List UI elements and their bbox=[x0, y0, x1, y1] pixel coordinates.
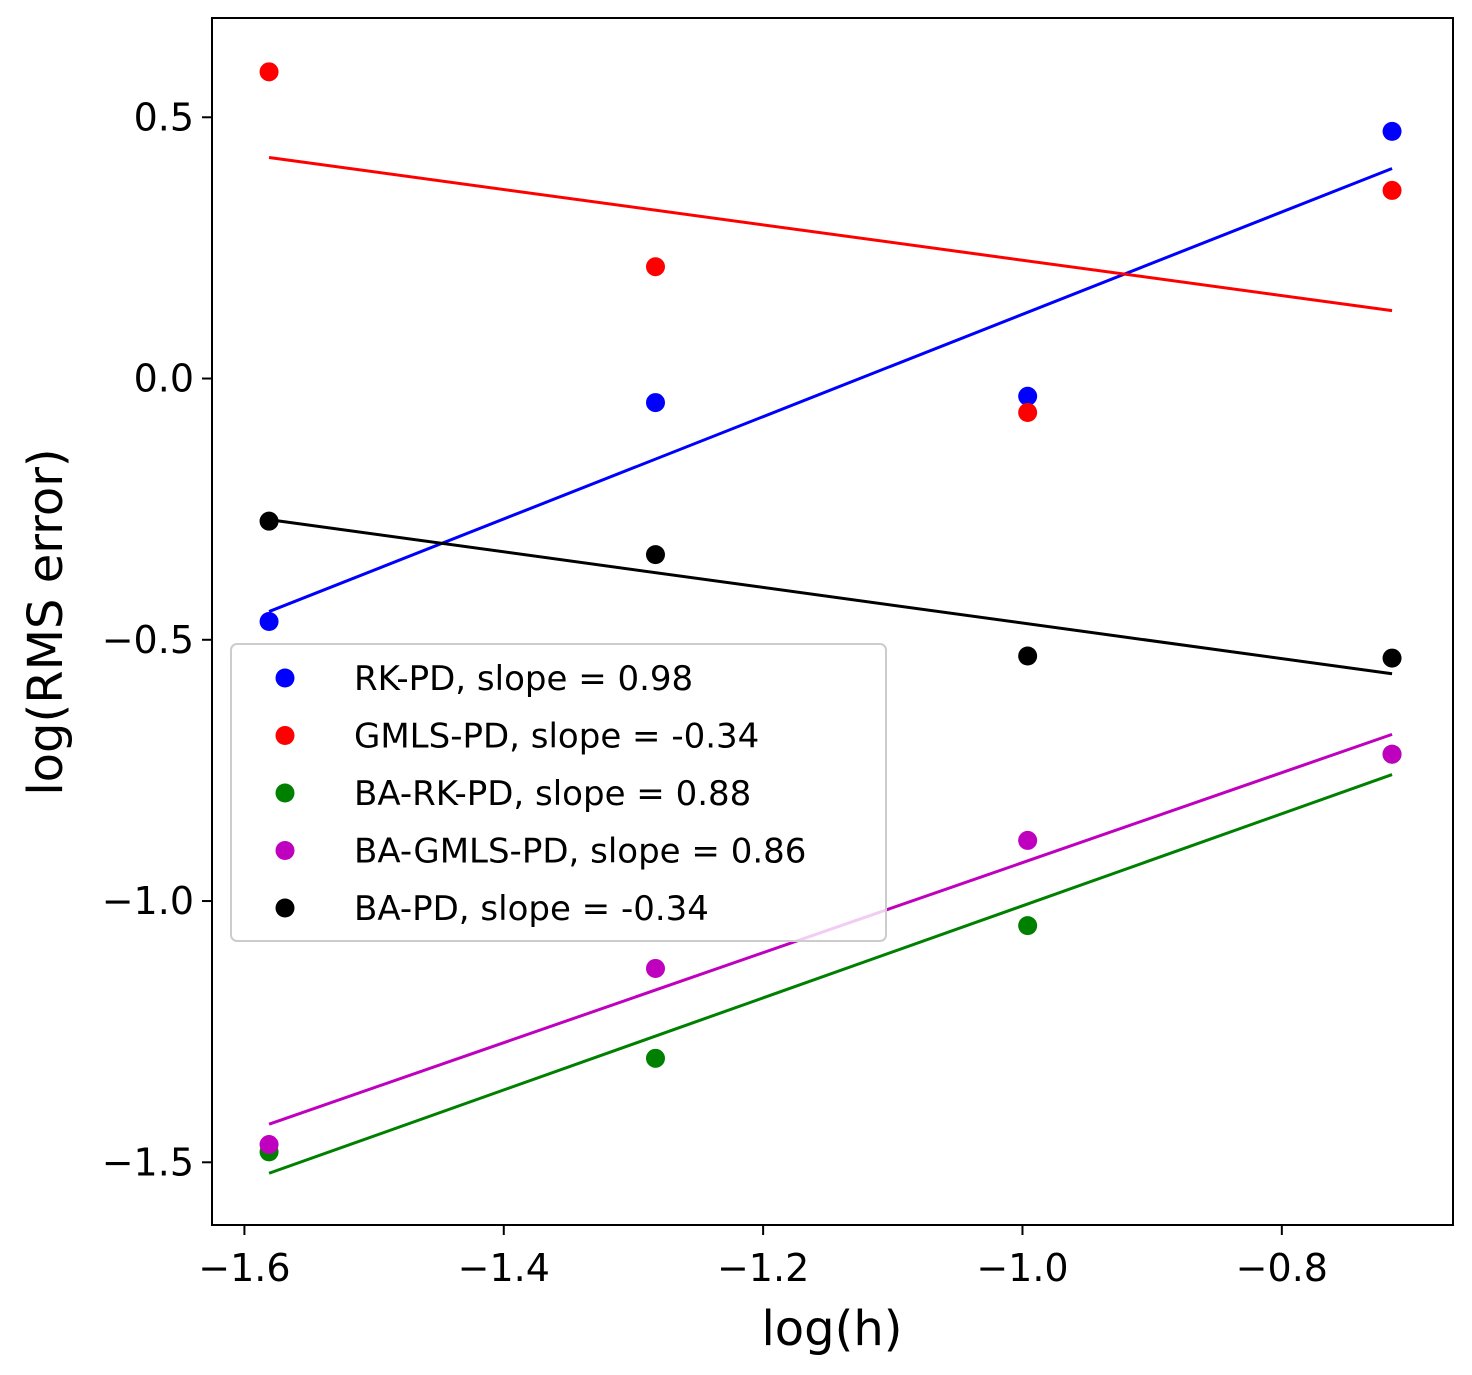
legend-label: RK-PD, slope = 0.98 bbox=[354, 659, 693, 699]
y-tick-label: 0.0 bbox=[134, 357, 194, 401]
data-point bbox=[645, 393, 665, 413]
x-tick-label: −1.2 bbox=[717, 1246, 809, 1290]
data-point bbox=[1018, 646, 1038, 666]
y-axis-title: log(RMS error) bbox=[18, 448, 74, 795]
y-axis-ticks: 0.5 0.0 −0.5 −1.0 −1.5 bbox=[102, 95, 212, 1184]
data-point bbox=[645, 1048, 665, 1068]
legend-frame bbox=[230, 643, 887, 942]
x-axis-title: log(h) bbox=[761, 1301, 902, 1357]
data-point bbox=[259, 511, 279, 531]
data-point bbox=[645, 545, 665, 565]
legend-marker bbox=[275, 898, 295, 918]
x-tick-label: −0.8 bbox=[1236, 1246, 1328, 1290]
y-tick-label: −0.5 bbox=[102, 618, 194, 662]
data-point bbox=[1382, 648, 1402, 668]
legend-marker bbox=[275, 668, 295, 688]
y-tick-label: −1.0 bbox=[102, 879, 194, 923]
y-tick-label: 0.5 bbox=[134, 95, 194, 139]
fit-line bbox=[268, 167, 1393, 613]
plot-area-frame bbox=[211, 17, 1454, 1226]
data-point bbox=[645, 958, 665, 978]
y-tick-label: −1.5 bbox=[102, 1140, 194, 1184]
data-point bbox=[259, 1135, 279, 1155]
fit-lines bbox=[268, 156, 1393, 1175]
legend-label: BA-RK-PD, slope = 0.88 bbox=[354, 774, 751, 814]
legend-label: BA-PD, slope = -0.34 bbox=[354, 889, 709, 929]
legend: RK-PD, slope = 0.98 GMLS-PD, slope = -0.3… bbox=[230, 643, 887, 942]
legend-marker bbox=[275, 726, 295, 745]
x-axis-ticks: −1.6 −1.4 −1.2 −1.0 −0.8 bbox=[198, 1225, 1328, 1290]
x-tick-label: −1.6 bbox=[198, 1246, 290, 1290]
fit-line bbox=[268, 518, 1393, 676]
data-point bbox=[1382, 121, 1402, 141]
data-point bbox=[259, 62, 279, 82]
data-point bbox=[1018, 402, 1038, 422]
data-point bbox=[1018, 830, 1038, 850]
data-point bbox=[1018, 916, 1038, 936]
legend-label: BA-GMLS-PD, slope = 0.86 bbox=[354, 832, 806, 872]
legend-marker bbox=[275, 841, 295, 860]
fit-line bbox=[268, 156, 1393, 313]
data-point bbox=[1382, 744, 1402, 764]
data-points bbox=[259, 62, 1402, 1162]
data-point bbox=[1382, 180, 1402, 200]
fit-line bbox=[268, 773, 1393, 1175]
data-point bbox=[1018, 386, 1038, 406]
legend-marker bbox=[275, 783, 295, 803]
data-point bbox=[259, 612, 279, 631]
x-tick-label: −1.4 bbox=[458, 1246, 550, 1290]
legend-label: GMLS-PD, slope = -0.34 bbox=[354, 717, 759, 757]
legend-entries: RK-PD, slope = 0.98 GMLS-PD, slope = -0.3… bbox=[275, 659, 806, 929]
x-tick-label: −1.0 bbox=[976, 1246, 1068, 1290]
data-point bbox=[645, 257, 665, 277]
